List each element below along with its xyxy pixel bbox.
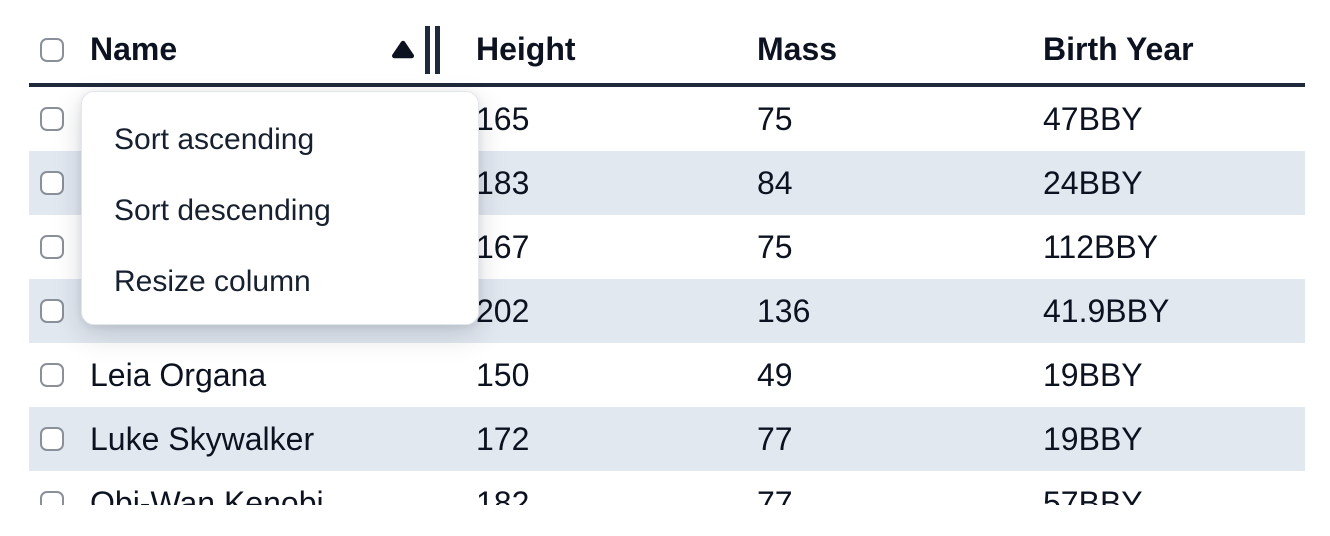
cell-mass: 75 bbox=[757, 100, 793, 137]
column-header-height[interactable]: Height bbox=[476, 31, 576, 67]
row-checkbox[interactable] bbox=[40, 363, 64, 387]
cell-name: Leia Organa bbox=[90, 356, 267, 393]
cell-height: 183 bbox=[476, 164, 530, 201]
column-header-name[interactable]: Name bbox=[90, 31, 178, 67]
table-row: Leia Organa 150 49 19BBY bbox=[29, 343, 1305, 407]
table-row: Obi-Wan Kenobi 182 77 57BBY bbox=[29, 471, 1305, 505]
sort-controls bbox=[392, 25, 440, 74]
resize-bar bbox=[435, 25, 440, 74]
sort-ascending-icon bbox=[392, 40, 414, 59]
cell-height: 150 bbox=[476, 356, 530, 393]
header-select-all-cell bbox=[29, 37, 90, 62]
cell-birth-year: 41.9BBY bbox=[1043, 292, 1170, 329]
cell-birth-year: 57BBY bbox=[1043, 484, 1143, 506]
select-all-checkbox[interactable] bbox=[40, 37, 64, 62]
row-checkbox[interactable] bbox=[40, 491, 64, 505]
cell-birth-year: 19BBY bbox=[1043, 356, 1143, 393]
table-row: Luke Skywalker 172 77 19BBY bbox=[29, 407, 1305, 471]
menu-item-sort-ascending[interactable]: Sort ascending bbox=[114, 122, 315, 156]
cell-birth-year: 112BBY bbox=[1043, 228, 1159, 265]
menu-item-sort-descending[interactable]: Sort descending bbox=[114, 193, 331, 227]
cell-birth-year: 19BBY bbox=[1043, 420, 1143, 457]
header-cell-name[interactable]: Name bbox=[90, 25, 476, 74]
cell-name: Obi-Wan Kenobi bbox=[90, 484, 324, 506]
row-checkbox[interactable] bbox=[40, 427, 64, 451]
menu-item-resize-column[interactable]: Resize column bbox=[114, 264, 311, 298]
column-header-mass[interactable]: Mass bbox=[757, 31, 838, 67]
row-checkbox[interactable] bbox=[40, 299, 64, 323]
column-resize-handle-icon[interactable] bbox=[425, 25, 440, 74]
cell-height: 182 bbox=[476, 484, 530, 506]
row-checkbox[interactable] bbox=[40, 107, 64, 131]
cell-birth-year: 24BBY bbox=[1043, 164, 1143, 201]
row-checkbox[interactable] bbox=[40, 235, 64, 259]
cell-name: Luke Skywalker bbox=[90, 420, 315, 457]
cell-mass: 136 bbox=[757, 292, 811, 329]
table-header-row: Name Height Mass Birth Year bbox=[29, 0, 1305, 87]
row-checkbox[interactable] bbox=[40, 171, 64, 195]
cell-mass: 75 bbox=[757, 228, 793, 265]
cell-mass: 84 bbox=[757, 164, 793, 201]
cell-birth-year: 47BBY bbox=[1043, 100, 1143, 137]
cell-height: 167 bbox=[476, 228, 530, 265]
column-context-menu: Sort ascending Sort descending Resize co… bbox=[81, 91, 479, 325]
table-row: 167 75 112BBY bbox=[29, 215, 1305, 279]
cell-height: 165 bbox=[476, 100, 530, 137]
resize-bar bbox=[425, 25, 430, 74]
column-header-birth-year[interactable]: Birth Year bbox=[1043, 31, 1194, 67]
cell-mass: 77 bbox=[757, 484, 793, 506]
cell-mass: 77 bbox=[757, 420, 793, 457]
table-row: 165 75 47BBY bbox=[29, 87, 1305, 151]
cell-height: 202 bbox=[476, 292, 530, 329]
cell-height: 172 bbox=[476, 420, 530, 457]
cell-mass: 49 bbox=[757, 356, 793, 393]
